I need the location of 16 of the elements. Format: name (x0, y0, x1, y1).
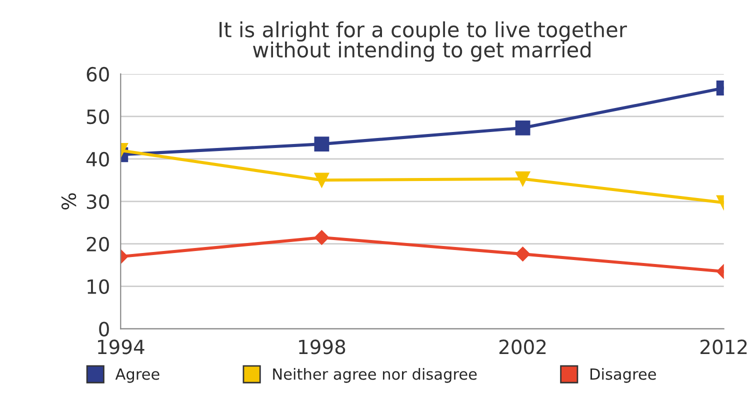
y-tick-label: 0 (99, 322, 109, 336)
x-tick-label: 2002 (499, 340, 546, 354)
y-tick-label: 20 (86, 236, 109, 252)
x-tick-label: 1994 (98, 340, 144, 354)
chart-title: It is alright for a couple to live together without intending to get married (220, 21, 627, 62)
legend-label: Neither agree nor disagree (273, 368, 477, 383)
x-tick-label: 2012 (700, 340, 747, 354)
x-tick-label: 1998 (299, 340, 346, 354)
y-tick-label: 50 (86, 109, 109, 124)
y-tick-label: 30 (86, 194, 109, 210)
legend-label: Disagree (590, 368, 656, 383)
y-axis-title: % (61, 193, 76, 210)
y-tick-label: 60 (86, 66, 109, 82)
y-tick-label: 10 (88, 279, 109, 294)
legend-label: Agree (115, 368, 160, 383)
y-tick-label: 40 (86, 152, 109, 167)
